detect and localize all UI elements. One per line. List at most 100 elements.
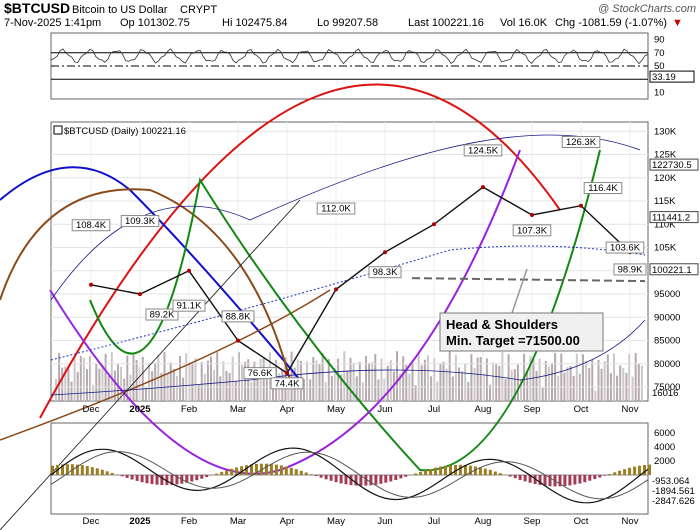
exchange: CRYPT [180, 4, 217, 16]
pivot-box [613, 263, 647, 276]
volume-bar [613, 353, 615, 401]
pivot-label: 98.3K [373, 267, 398, 278]
volume-bar [67, 365, 70, 401]
pivot-label: 116.4K [588, 183, 618, 194]
volume-bar [337, 358, 340, 401]
volume-bar [371, 362, 374, 401]
macd-histogram-bar [563, 475, 567, 486]
x-axis-label: Nov [622, 404, 639, 415]
volume-bar [312, 357, 315, 401]
volume-bar [309, 379, 312, 401]
macd-histogram-bar [618, 470, 622, 475]
macd-histogram-bar [364, 475, 368, 486]
pivot-box [71, 219, 111, 232]
pivot-label: 89.2K [150, 310, 175, 321]
macd-histogram-bar [508, 475, 512, 477]
macd-histogram-bar [235, 467, 239, 475]
volume-bar [420, 365, 423, 401]
macd-histogram-bar [264, 463, 268, 475]
volume-bar [566, 367, 569, 401]
volume-right-label: 16016 [652, 388, 678, 399]
volume-bar [414, 385, 417, 401]
volume-bar [532, 358, 535, 401]
volume-bar [290, 351, 293, 401]
volume-bar [464, 363, 467, 401]
volume-bar [619, 365, 622, 401]
macd-histogram-bar [483, 468, 487, 475]
volume-layer: 125K 100K 75000 50000 25000 [20, 320, 643, 401]
pivot-box [243, 367, 277, 380]
volume-bar [343, 351, 346, 401]
macd-histogram-bar [449, 465, 452, 475]
x-axis-label: Jun [377, 404, 392, 415]
macd-histogram-bar [583, 475, 587, 483]
price-right-box [649, 263, 699, 276]
volume-bar [129, 374, 132, 401]
head-shoulders-annotation: Head & Shoulders Min. Target =71500.00 [439, 268, 604, 352]
volume-bar [448, 351, 451, 401]
volume-tick-label: 75000 [20, 348, 46, 359]
volume-bar [479, 357, 482, 401]
volume-bar [237, 352, 240, 401]
price-right-label: 100221.1 [652, 265, 692, 276]
green-arc [89, 149, 601, 472]
volume-bar [191, 363, 194, 401]
volume-bar [222, 361, 225, 401]
volume-bar [79, 356, 82, 401]
price-point [334, 287, 338, 292]
macd-histogram-bar [493, 471, 497, 475]
macd-histogram-bar [100, 469, 104, 475]
volume-bar [560, 353, 563, 401]
macd-histogram-bar [294, 469, 298, 475]
macd-histogram-bar [160, 475, 164, 485]
volume-bar [262, 358, 265, 401]
rsi-line [50, 48, 649, 78]
price-tick-label: 85000 [654, 336, 680, 347]
macd-histogram-bar [165, 475, 169, 486]
macd-histogram-bar [513, 475, 517, 479]
volume-bar [86, 369, 88, 401]
macd-histogram-bar [314, 475, 318, 476]
x-axis-label: Apr [280, 404, 295, 415]
instrument-name: Bitcoin to US Dollar [72, 4, 168, 16]
x-axis-label-bottom: Apr [280, 516, 295, 527]
quote-volume: Vol 16.0K [500, 17, 548, 29]
volume-bar [303, 379, 305, 401]
x-axis-label: Sep [524, 404, 541, 415]
volume-bar [241, 364, 243, 401]
volume-bar [358, 361, 361, 401]
x-axis-label: Feb [181, 404, 197, 415]
macd-histogram-bar [468, 465, 472, 475]
macd-histogram-bar [319, 475, 323, 478]
macd-histogram-bar [65, 464, 69, 475]
x-axis-label-bottom: Dec [83, 516, 100, 527]
macd-histogram-bar [195, 475, 199, 481]
volume-bar [70, 381, 73, 401]
pivot-box [270, 377, 304, 390]
volume-bar [368, 362, 371, 401]
price-right-box [649, 211, 699, 224]
macd-histogram-bar [255, 463, 258, 475]
macd-histogram-bar [140, 475, 144, 483]
volume-bar [182, 377, 185, 401]
volume-bar [442, 362, 445, 401]
macd-histogram-bar [284, 466, 288, 475]
macd-histogram-bar [588, 475, 592, 481]
volume-bar [386, 365, 389, 401]
volume-bar [600, 368, 603, 401]
macd-histogram-bar [205, 475, 209, 477]
volume-bar [439, 363, 442, 401]
volume-bar [206, 360, 209, 401]
volume-bar [575, 353, 578, 401]
pivot-box [316, 202, 356, 215]
credit: @ StockCharts.com [598, 3, 696, 15]
macd-histogram-bar [384, 475, 388, 483]
volume-bar [557, 376, 560, 401]
pivot-box [605, 241, 645, 254]
x-axis-label: 2025 [129, 404, 151, 415]
x-axis-label-bottom: Nov [622, 516, 639, 527]
quote-high: Hi 102475.84 [222, 17, 287, 29]
quote-low: Lo 99207.58 [317, 17, 378, 29]
volume-bar [411, 362, 414, 401]
macd-histogram-bar [543, 475, 547, 486]
